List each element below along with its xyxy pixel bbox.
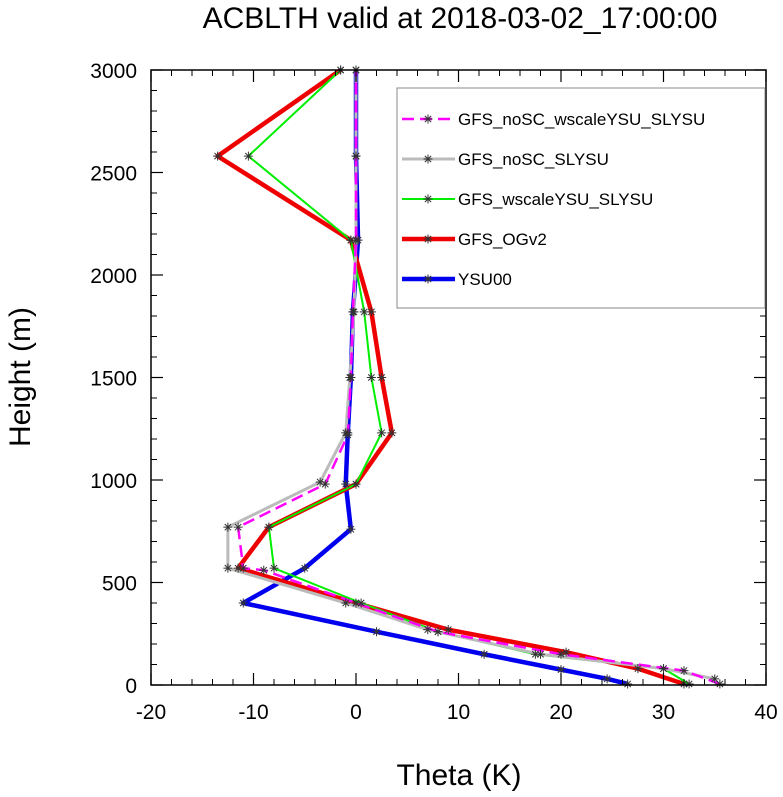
series-1-point-6 <box>223 522 233 532</box>
series-1-point-4 <box>341 598 351 608</box>
series-0-point-5 <box>259 565 269 575</box>
series-0-point-13 <box>351 151 361 161</box>
y-tick-label: 0 <box>125 675 137 698</box>
series-0-point-7 <box>233 522 243 532</box>
x-axis-label: Theta (K) <box>396 759 521 792</box>
series-1-point-5 <box>223 563 233 573</box>
y-tick-label: 3000 <box>90 60 137 83</box>
series-3-point-12 <box>213 151 223 161</box>
series-2-point-12 <box>243 151 253 161</box>
legend-marker-1 <box>423 154 433 164</box>
legend-box <box>396 87 766 309</box>
y-tick-label: 2500 <box>90 163 137 186</box>
axis-ticks: -20 -10 0 10 20 30 40 0 500 1000 1500 2000 2500 3000 <box>90 60 777 724</box>
series-0-point-0 <box>715 679 725 689</box>
legend-label-3: GFS_OGv2 <box>458 230 547 249</box>
series-4-point-0 <box>623 679 633 689</box>
x-tick-label: 10 <box>447 701 470 724</box>
series-3-point-9 <box>377 373 387 382</box>
legend-marker-4 <box>423 274 433 284</box>
y-tick-label: 1500 <box>90 368 137 391</box>
series-4-point-5 <box>238 598 248 608</box>
series-3-point-5 <box>233 563 243 573</box>
legend-marker-0 <box>423 114 433 124</box>
legend-marker-3 <box>423 234 433 244</box>
series-0-point-3 <box>433 627 443 637</box>
series-0-point-11 <box>348 307 358 317</box>
series-2-point-10 <box>359 307 369 317</box>
series-0-point-4 <box>351 598 361 608</box>
series-line-0 <box>236 70 721 686</box>
legend-label-0: GFS_noSC_wscaleYSU_SLYSU <box>458 110 705 129</box>
series-0-point-6 <box>238 563 248 573</box>
series-4-point-3 <box>479 649 489 659</box>
series-4-point-4 <box>372 627 381 637</box>
series-3-point-1 <box>633 664 643 674</box>
legend-marker-2 <box>423 194 433 204</box>
legend-label-1: GFS_noSC_SLYSU <box>458 150 609 169</box>
series-1-point-3 <box>423 625 433 635</box>
series-4-point-8 <box>341 479 351 489</box>
series-2-point-5 <box>269 563 279 573</box>
x-tick-label: 30 <box>652 701 675 724</box>
plot-area <box>213 65 725 689</box>
series-4-point-6 <box>300 563 310 573</box>
series-0-point-10 <box>346 373 356 382</box>
series-3-point-3 <box>443 625 453 635</box>
x-tick-label: 20 <box>549 701 572 724</box>
x-tick-label: 40 <box>754 701 777 724</box>
x-tick-label: -20 <box>136 701 166 724</box>
chart-title: ACBLTH valid at 2018-03-02_17:00:00 <box>203 2 718 35</box>
series-4-point-7 <box>346 524 356 534</box>
series-2-point-6 <box>264 522 274 532</box>
x-tick-label: 0 <box>350 701 362 724</box>
series-0-point-2 <box>556 649 566 659</box>
series-4-point-1 <box>602 674 612 684</box>
series-3-point-8 <box>387 428 397 438</box>
series-4-point-2 <box>556 665 566 675</box>
series-0-point-1 <box>679 666 689 676</box>
series-0-point-9 <box>343 430 353 440</box>
y-tick-label: 500 <box>102 573 137 596</box>
series-2-point-7 <box>351 479 361 489</box>
series-1-point-2 <box>536 649 545 659</box>
legend-label-4: YSU00 <box>458 270 512 289</box>
series-2-point-9 <box>366 373 376 382</box>
series-2-point-8 <box>377 428 387 438</box>
series-0-point-12 <box>351 235 361 245</box>
series-0-point-8 <box>320 479 330 489</box>
legend: GFS_noSC_wscaleYSU_SLYSU GFS_noSC_SLYSU GF… <box>396 87 766 309</box>
y-tick-label: 2000 <box>90 265 137 288</box>
y-tick-label: 1000 <box>90 470 137 493</box>
series-1-point-1 <box>659 664 668 674</box>
legend-label-2: GFS_wscaleYSU_SLYSU <box>458 190 653 209</box>
x-tick-label: -10 <box>238 701 268 724</box>
series-2-point-0 <box>684 679 694 689</box>
y-axis-label: Height (m) <box>4 307 37 447</box>
